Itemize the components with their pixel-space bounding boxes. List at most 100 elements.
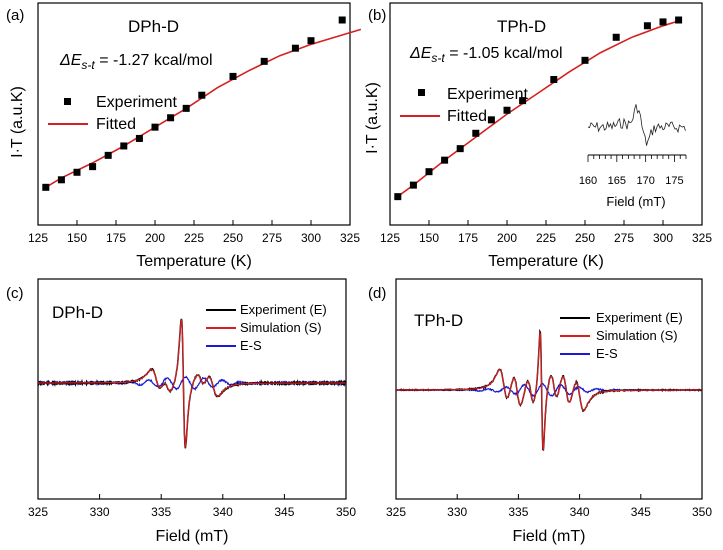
panel-b-annotation-prefix: ΔE [409,45,432,62]
panel-a-xlabel: Temperature (K) [136,253,252,270]
x-tick-label: 335 [508,505,528,519]
x-tick-label: 330 [447,505,467,519]
panel-b-fitted-curve [394,19,682,200]
experiment-point [675,16,683,24]
experiment-point [229,72,237,80]
x-tick-label: 325 [28,505,48,519]
experiment-point [612,33,620,41]
panel-c-simulation-trace [38,319,346,448]
panel-b-annotation: ΔEs-t = -1.05 kcal/mol [409,45,563,65]
panel-b-legend-fitted: Fitted [447,108,487,125]
inset-tick-label: 175 [665,175,683,187]
x-tick-label: 275 [262,231,282,245]
x-tick-label: 250 [575,231,595,245]
panel-b-ylabel: I·T (a.u.K) [364,82,381,154]
panel-b-inset: 160 165 170 175 Field (mT) [579,104,687,209]
panel-d-xlabel: Field (mT) [513,528,586,545]
panel-b-xlabel: Temperature (K) [488,253,604,270]
x-tick-label: 175 [106,231,126,245]
experiment-point [643,22,651,30]
x-tick-label: 350 [336,505,356,519]
x-tick-label: 345 [631,505,651,519]
experiment-point [338,16,346,24]
x-tick-label: 150 [67,231,87,245]
panel-d-label: (d) [368,285,386,302]
panel-c-x-ticks: 325 330 335 340 345 350 [28,494,356,519]
experiment-point [519,97,527,105]
panel-c-legend-e: Experiment (E) [240,302,327,317]
panel-a-legend-fitted: Fitted [96,116,136,133]
panel-b-experiment-points [394,16,683,201]
x-tick-label: 125 [380,231,400,245]
experiment-point [291,44,299,52]
x-tick-label: 300 [301,231,321,245]
panel-a-title: DPh-D [128,17,179,36]
experiment-point [151,123,159,131]
experiment-point [120,142,128,150]
experiment-point [104,151,112,159]
panel-b-label: (b) [368,7,386,24]
panel-d-legend-s: Simulation (S) [596,328,678,343]
panel-c-frame [37,278,347,500]
panel-d-simulation-trace [396,330,702,452]
experiment-point [394,193,402,201]
experiment-point [409,181,417,189]
x-tick-label: 350 [692,505,712,519]
experiment-point [167,114,175,122]
panel-b-annotation-value: = -1.05 kcal/mol [445,45,563,62]
panel-a-label: (a) [6,7,24,24]
experiment-point [659,18,667,26]
panel-d-legend-e: Experiment (E) [596,310,683,325]
panel-b-x-ticks: 125 150 175 200 225 250 275 300 325 [380,220,712,245]
panel-a-annotation-prefix: ΔE [59,52,82,69]
x-tick-label: 340 [570,505,590,519]
experiment-point [57,176,65,184]
experiment-point [89,163,97,171]
experiment-point [260,57,268,65]
panel-b-frame [389,2,703,226]
experiment-point [441,156,449,164]
panel-a-annotation-sub: s-t [81,58,95,72]
inset-tick-label: 165 [608,175,626,187]
x-tick-label: 275 [614,231,634,245]
x-tick-label: 225 [536,231,556,245]
inset-x-ticks: 160 165 170 175 [579,155,687,187]
x-tick-label: 175 [458,231,478,245]
panel-c-legend-es: E-S [240,338,262,353]
panel-c-xlabel: Field (mT) [156,528,229,545]
panel-d-frame [395,278,703,500]
panel-a-ylabel: I·T (a.u.K) [9,86,26,158]
panel-a: (a) DPh-D ΔEs-t = -1.27 kcal/mol Experim… [6,2,362,270]
experiment-point [73,168,81,176]
panel-b-annotation-sub: s-t [431,51,445,65]
inset-tick-label: 170 [636,175,654,187]
x-tick-label: 325 [386,505,406,519]
experiment-point [135,134,143,142]
panel-b-title: TPh-D [497,17,546,36]
x-tick-label: 340 [213,505,233,519]
x-tick-label: 125 [28,231,48,245]
panel-a-x-ticks: 125 150 175 200 225 250 275 300 325 [28,220,360,245]
inset-epr-trace [587,104,686,146]
panel-b: (b) TPh-D ΔEs-t = -1.05 kcal/mol Experim… [364,2,712,270]
x-tick-label: 225 [184,231,204,245]
panel-b-legend-marker-experiment [418,89,425,96]
x-tick-label: 250 [223,231,243,245]
x-tick-label: 200 [497,231,517,245]
experiment-point [307,37,315,45]
experiment-point [550,76,558,84]
x-tick-label: 325 [692,231,712,245]
panel-a-frame [37,2,351,226]
panel-d-x-ticks: 325 330 335 340 345 350 [386,494,712,519]
experiment-point [42,183,50,191]
x-tick-label: 325 [340,231,360,245]
x-tick-label: 200 [145,231,165,245]
x-tick-label: 150 [419,231,439,245]
experiment-point [198,91,206,99]
panel-c-legend-s: Simulation (S) [240,320,322,335]
panel-c-title: DPh-D [52,303,103,322]
experiment-point [456,145,464,153]
inset-xlabel: Field (mT) [606,194,665,209]
panel-d-title: TPh-D [414,311,463,330]
